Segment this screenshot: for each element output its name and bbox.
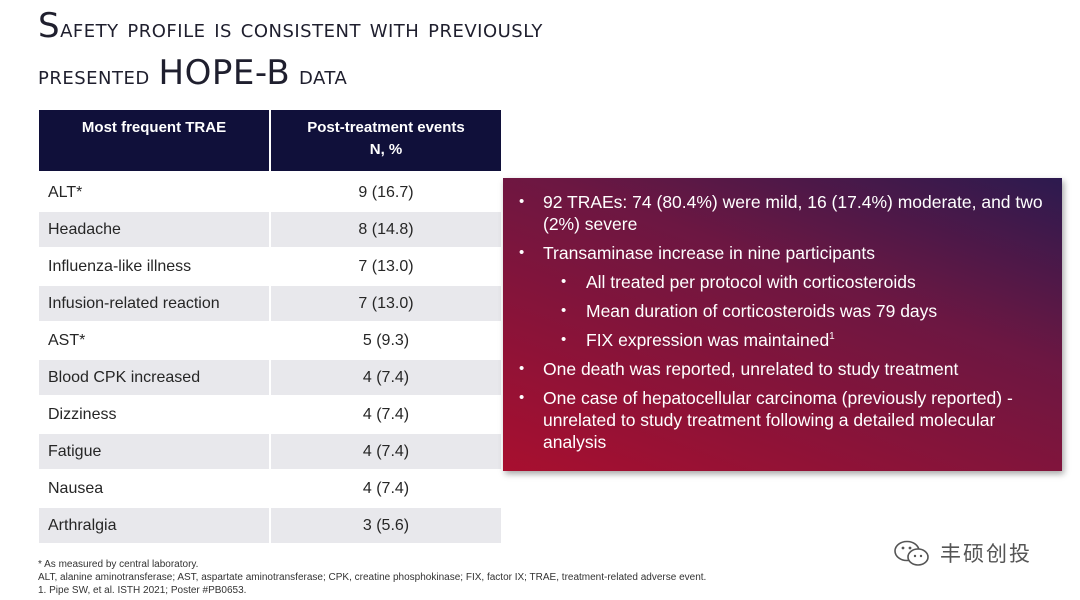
bullet-transaminase: • Transaminase increase in nine participa… [519,243,876,263]
watermark: 丰硕创投 [892,536,1032,570]
title-line-2: presented HOPE-B data [38,53,348,93]
row-label: Infusion-related reaction [39,286,271,323]
watermark-text: 丰硕创投 [940,543,1032,566]
footnote-central-lab: * As measured by central laboratory. [38,559,199,570]
sub-bullet-corticosteroids: • All treated per protocol with corticost… [561,272,916,292]
row-label: AST* [39,323,271,360]
bullet-death: • One death was reported, unrelated to st… [519,359,959,379]
row-label: Fatigue [39,434,271,471]
trae-table: Most frequent TRAE Post-treatment events… [39,110,501,545]
table-row: Nausea 4 (7.4) [39,471,501,508]
table-row: Fatigue 4 (7.4) [39,434,501,471]
row-value: 7 (13.0) [271,249,501,286]
sub-bullet-duration: • Mean duration of corticosteroids was 79… [561,301,938,321]
row-value: 8 (14.8) [271,212,501,249]
header-post-treatment-events: Post-treatment events N, % [271,110,501,171]
footnote-abbreviations: ALT, alanine aminotransferase; AST, aspa… [38,572,707,583]
bullet-icon: • [561,273,567,290]
title-line-1: Safety profile is consistent with previo… [38,6,543,46]
row-label: ALT* [39,171,271,212]
row-value: 4 (7.4) [271,434,501,471]
bullet-icon: • [561,302,567,319]
row-value: 7 (13.0) [271,286,501,323]
table-row: ALT* 9 (16.7) [39,171,501,212]
table-header-row: Most frequent TRAE Post-treatment events… [39,110,501,171]
bullet-trae-severity: • 92 TRAEs: 74 (80.4%) were mild, 16 (17.… [519,192,1043,234]
bullet-icon: • [519,193,525,210]
table-row: Influenza-like illness 7 (13.0) [39,249,501,286]
header-most-frequent-trae: Most frequent TRAE [39,110,271,171]
sub-bullet-fix-expression: • FIX expression was maintained1 [561,330,835,350]
footnote-reference: 1. Pipe SW, et al. ISTH 2021; Poster #PB… [38,585,247,596]
table-row: Infusion-related reaction 7 (13.0) [39,286,501,323]
row-value: 4 (7.4) [271,360,501,397]
row-value: 5 (9.3) [271,323,501,360]
bullet-icon: • [519,389,525,406]
row-label: Nausea [39,471,271,508]
table-row: AST* 5 (9.3) [39,323,501,360]
row-label: Blood CPK increased [39,360,271,397]
row-label: Influenza-like illness [39,249,271,286]
row-label: Headache [39,212,271,249]
row-label: Arthralgia [39,508,271,545]
table-row: Arthralgia 3 (5.6) [39,508,501,545]
row-value: 4 (7.4) [271,471,501,508]
wechat-icon [894,540,929,566]
footnote-ref: 1 [829,331,835,342]
footnotes: * As measured by central laboratory. ALT… [38,558,706,597]
table-row: Blood CPK increased 4 (7.4) [39,360,501,397]
table-row: Dizziness 4 (7.4) [39,397,501,434]
row-label: Dizziness [39,397,271,434]
bullet-carcinoma: • One case of hepatocellular carcinoma (p… [519,388,1013,452]
bullet-icon: • [519,244,525,261]
row-value: 9 (16.7) [271,171,501,212]
bullet-icon: • [561,331,567,348]
summary-callout-box: • 92 TRAEs: 74 (80.4%) were mild, 16 (17.… [503,178,1062,471]
summary-bullet-list: • 92 TRAEs: 74 (80.4%) were mild, 16 (17.… [517,191,1046,453]
bullet-icon: • [519,360,525,377]
table-row: Headache 8 (14.8) [39,212,501,249]
slide-title: Safety profile is consistent with previo… [38,4,798,98]
row-value: 4 (7.4) [271,397,501,434]
row-value: 3 (5.6) [271,508,501,545]
